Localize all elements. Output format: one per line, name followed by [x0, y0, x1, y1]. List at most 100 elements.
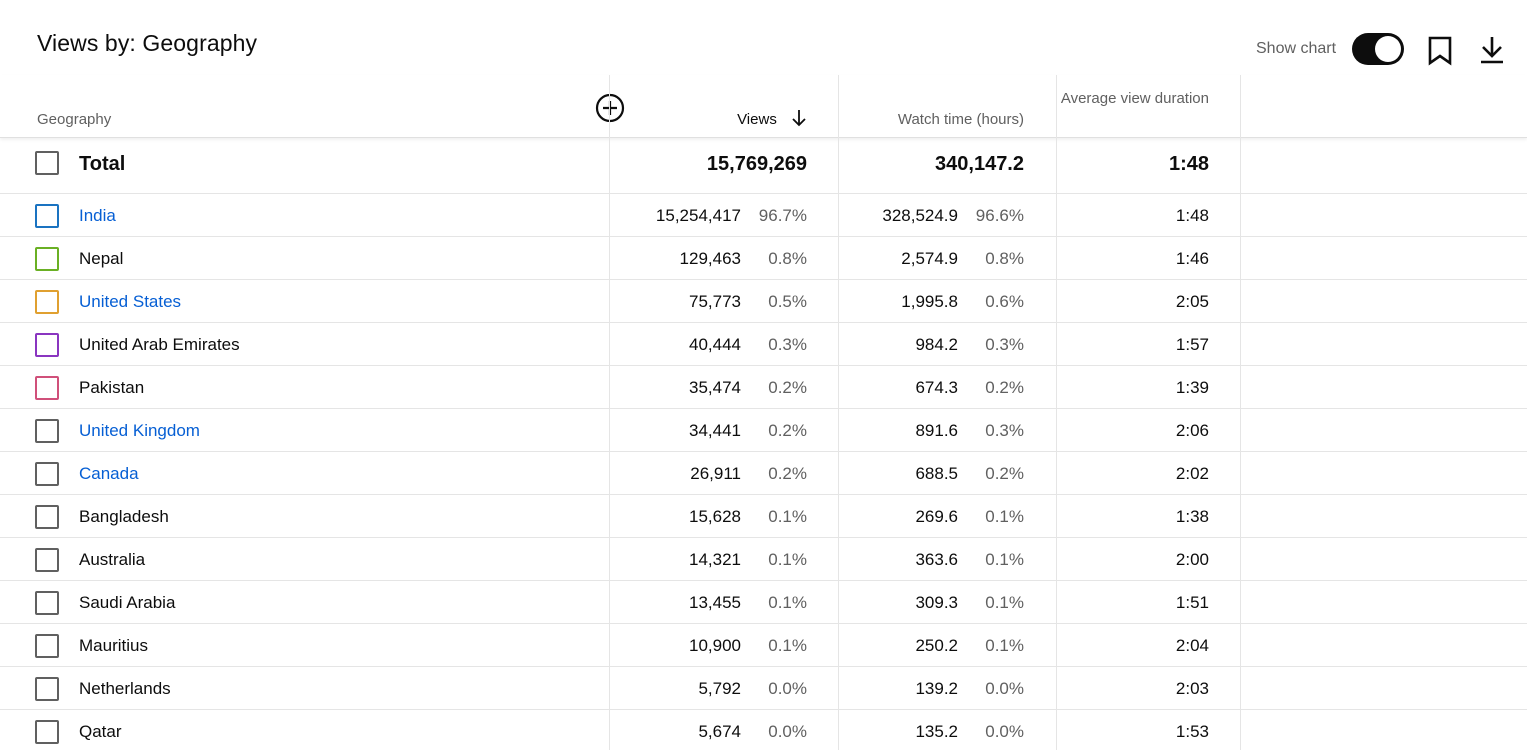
- views-percent: 0.1%: [768, 593, 807, 612]
- watch-time-percent: 0.3%: [985, 421, 1024, 440]
- column-divider: [609, 75, 610, 750]
- views-value: 10,900: [689, 636, 741, 655]
- row-checkbox[interactable]: [35, 505, 59, 529]
- watch-time-value: 309.3: [915, 593, 958, 612]
- average-view-duration-value: 1:48: [1175, 206, 1209, 225]
- bookmark-button[interactable]: [1425, 34, 1455, 66]
- download-button[interactable]: [1477, 34, 1507, 66]
- geography-name[interactable]: Canada: [79, 464, 139, 483]
- geography-name[interactable]: United Kingdom: [79, 421, 200, 440]
- views-value: 35,474: [689, 378, 741, 397]
- watch-time-percent: 0.1%: [985, 507, 1024, 526]
- table-row: United Kingdom 34,441 0.2% 891.6 0.3% 2:06: [0, 409, 1527, 452]
- watch-time-value: 891.6: [915, 421, 958, 440]
- views-value: 34,441: [689, 421, 741, 440]
- table-header: Geography Views Watch time (hours) Avera…: [0, 75, 1527, 138]
- geography-name[interactable]: India: [79, 206, 116, 225]
- table-row: Qatar 5,674 0.0% 135.2 0.0% 1:53: [0, 710, 1527, 750]
- views-value: 5,674: [698, 722, 741, 741]
- average-view-duration-value: 1:57: [1175, 335, 1209, 354]
- views-percent: 0.2%: [768, 378, 807, 397]
- views-value: 129,463: [679, 249, 741, 268]
- show-chart-toggle[interactable]: [1352, 33, 1404, 65]
- views-value: 15,628: [689, 507, 741, 526]
- watch-time-value: 135.2: [915, 722, 958, 741]
- column-header-geography[interactable]: Geography: [37, 111, 112, 128]
- watch-time-value: 674.3: [915, 378, 958, 397]
- total-average-view-duration: 1:48: [1168, 153, 1209, 175]
- watch-time-percent: 0.2%: [985, 378, 1024, 397]
- watch-time-percent: 96.6%: [975, 206, 1024, 225]
- average-view-duration-value: 1:51: [1175, 593, 1209, 612]
- row-checkbox[interactable]: [35, 720, 59, 744]
- row-checkbox[interactable]: [35, 333, 59, 357]
- average-view-duration-value: 1:53: [1175, 722, 1209, 741]
- watch-time-value: 688.5: [915, 464, 958, 483]
- column-divider: [1056, 75, 1057, 750]
- row-checkbox[interactable]: [35, 247, 59, 271]
- views-value: 75,773: [689, 292, 741, 311]
- total-watch-time: 340,147.2: [935, 153, 1024, 175]
- views-percent: 0.3%: [768, 335, 807, 354]
- geography-name: Bangladesh: [79, 507, 169, 526]
- geography-name: Nepal: [79, 249, 124, 268]
- table-row: United States 75,773 0.5% 1,995.8 0.6% 2:05: [0, 280, 1527, 323]
- row-checkbox[interactable]: [35, 677, 59, 701]
- table-row: Canada 26,911 0.2% 688.5 0.2% 2:02: [0, 452, 1527, 495]
- watch-time-percent: 0.1%: [985, 636, 1024, 655]
- geography-name: Netherlands: [79, 679, 171, 698]
- watch-time-value: 139.2: [915, 679, 958, 698]
- row-checkbox[interactable]: [35, 462, 59, 486]
- views-value: 14,321: [689, 550, 741, 569]
- views-percent: 0.0%: [768, 722, 807, 741]
- table-row: India 15,254,417 96.7% 328,524.9 96.6% 1:48: [0, 194, 1527, 237]
- table-row: Netherlands 5,792 0.0% 139.2 0.0% 2:03: [0, 667, 1527, 710]
- average-view-duration-value: 1:38: [1175, 507, 1209, 526]
- table-row: Bangladesh 15,628 0.1% 269.6 0.1% 1:38: [0, 495, 1527, 538]
- views-percent: 0.0%: [768, 679, 807, 698]
- column-divider: [1240, 75, 1241, 750]
- geography-name: Pakistan: [79, 378, 145, 397]
- plus-circle-icon: [595, 93, 625, 123]
- add-column-button[interactable]: [595, 93, 625, 123]
- row-checkbox[interactable]: [35, 290, 59, 314]
- views-percent: 0.1%: [768, 550, 807, 569]
- average-view-duration-value: 2:03: [1175, 679, 1209, 698]
- row-checkbox[interactable]: [35, 548, 59, 572]
- geography-name: Australia: [79, 550, 146, 569]
- views-value: 26,911: [690, 464, 741, 483]
- geography-name: Saudi Arabia: [79, 593, 176, 612]
- row-checkbox[interactable]: [35, 634, 59, 658]
- views-percent: 0.8%: [768, 249, 807, 268]
- column-header-views[interactable]: Views: [610, 109, 807, 130]
- views-value: 13,455: [689, 593, 741, 612]
- watch-time-percent: 0.3%: [985, 335, 1024, 354]
- views-percent: 0.1%: [768, 636, 807, 655]
- watch-time-percent: 0.1%: [985, 593, 1024, 612]
- watch-time-value: 984.2: [915, 335, 958, 354]
- average-view-duration-value: 1:39: [1175, 378, 1209, 397]
- row-checkbox[interactable]: [35, 204, 59, 228]
- row-checkbox[interactable]: [35, 376, 59, 400]
- row-checkbox[interactable]: [35, 419, 59, 443]
- table-row: United Arab Emirates 40,444 0.3% 984.2 0.3% 1…: [0, 323, 1527, 366]
- total-checkbox[interactable]: [35, 151, 59, 175]
- total-row: Total 15,769,269 340,147.2 1:48: [0, 138, 1527, 194]
- average-view-duration-value: 2:02: [1175, 464, 1209, 483]
- download-icon: [1481, 37, 1503, 64]
- row-checkbox[interactable]: [35, 591, 59, 615]
- geography-name[interactable]: United States: [79, 292, 182, 311]
- table-row: Saudi Arabia 13,455 0.1% 309.3 0.1% 1:51: [0, 581, 1527, 624]
- geography-name: United Arab Emirates: [79, 335, 240, 354]
- watch-time-value: 2,574.9: [901, 249, 958, 268]
- views-value: 15,254,417: [655, 206, 741, 225]
- watch-time-value: 269.6: [915, 507, 958, 526]
- column-header-watch-time[interactable]: Watch time (hours): [897, 111, 1024, 128]
- column-header-average-view-duration[interactable]: Average view duration: [1060, 90, 1209, 107]
- average-view-duration-value: 1:46: [1175, 249, 1209, 268]
- geography-name: Qatar: [79, 722, 122, 741]
- views-value: 40,444: [689, 335, 741, 354]
- average-view-duration-value: 2:05: [1175, 292, 1209, 311]
- toggle-knob: [1375, 36, 1401, 62]
